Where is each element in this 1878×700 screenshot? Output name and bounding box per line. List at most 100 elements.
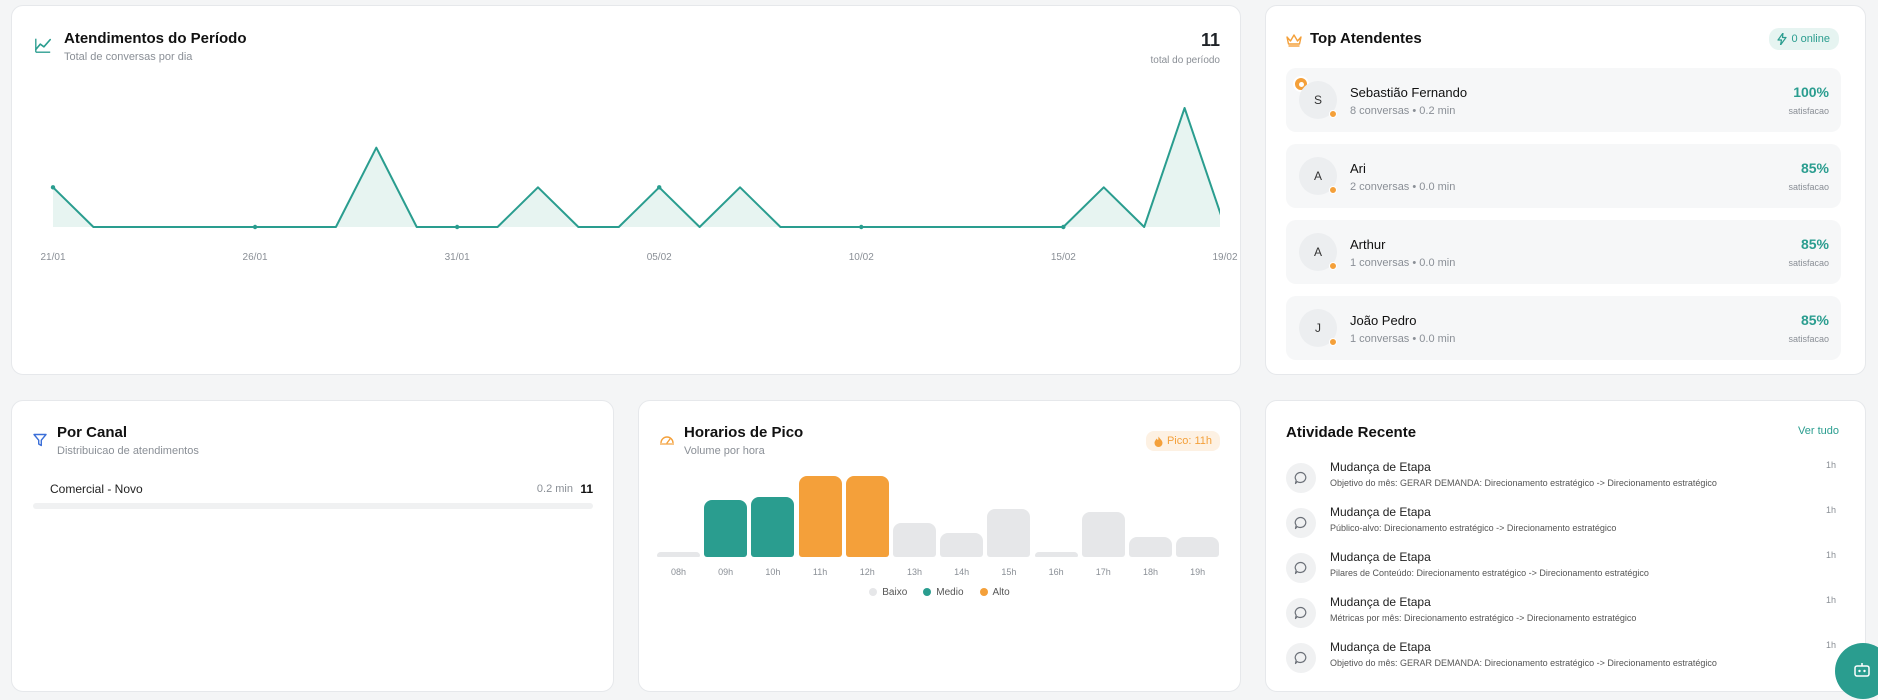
status-dot bbox=[1329, 262, 1337, 270]
avatar: S bbox=[1299, 81, 1337, 119]
activity-item[interactable]: Mudança de Etapa Objetivo do mês: GERAR D… bbox=[1286, 458, 1846, 498]
crown-icon bbox=[1286, 34, 1302, 47]
period-line-chart bbox=[50, 107, 1220, 230]
series-area bbox=[53, 108, 1220, 227]
hour-label: 17h bbox=[1095, 567, 1111, 577]
hour-bar bbox=[893, 522, 936, 557]
attendant-name: Ari bbox=[1350, 161, 1366, 176]
hour-label: 14h bbox=[954, 567, 970, 577]
period-card: Atendimentos do Período Total de convers… bbox=[11, 5, 1241, 375]
channel-time: 0.2 min bbox=[536, 483, 573, 495]
activity-title: Mudança de Etapa bbox=[1330, 505, 1431, 519]
data-point bbox=[50, 185, 56, 190]
attendant-name: João Pedro bbox=[1350, 313, 1417, 328]
activity-description: Objetivo do mês: GERAR DEMANDA: Direcion… bbox=[1330, 478, 1717, 488]
attendant-satisfaction: 85% bbox=[1800, 160, 1829, 176]
period-total-label: total do período bbox=[1150, 55, 1221, 66]
gauge-icon bbox=[660, 436, 674, 445]
data-point bbox=[1061, 224, 1066, 230]
attendant-row[interactable]: S Sebastião Fernando 8 conversas • 0.2 min… bbox=[1286, 68, 1841, 132]
data-point bbox=[454, 224, 460, 230]
message-icon bbox=[1286, 463, 1316, 493]
hour-bar bbox=[657, 551, 700, 557]
activity-item[interactable]: Mudança de Etapa Objetivo do mês: GERAR D… bbox=[1286, 638, 1846, 678]
hour-label: 18h bbox=[1142, 567, 1159, 577]
peak-bar-chart: 08h 09h 10h 11h 12h 13h 14h 15h 16h 17h 18h 19h bbox=[657, 461, 1222, 581]
peak-subtitle: Volume por hora bbox=[684, 445, 765, 457]
activity-description: Métricas por mês: Direcionamento estraté… bbox=[1330, 613, 1637, 623]
message-icon bbox=[1286, 553, 1316, 583]
trending-up-icon bbox=[34, 38, 52, 53]
attendant-meta: 1 conversas • 0.0 min bbox=[1350, 333, 1456, 345]
activity-time: 1h bbox=[1825, 640, 1836, 650]
legend-alto: Alto bbox=[979, 587, 1010, 598]
message-icon bbox=[1286, 643, 1316, 673]
peak-legend: Baixo Medio Alto bbox=[639, 587, 1240, 598]
avatar: J bbox=[1299, 309, 1337, 347]
activity-title: Mudança de Etapa bbox=[1330, 460, 1431, 474]
activity-item[interactable]: Mudança de Etapa Público-alvo: Direcionam… bbox=[1286, 503, 1846, 543]
activity-item[interactable]: Mudança de Etapa Métricas por mês: Direci… bbox=[1286, 593, 1846, 633]
x-tick-label: 10/02 bbox=[848, 252, 874, 263]
hour-bar bbox=[704, 499, 748, 557]
hour-label: 16h bbox=[1048, 567, 1064, 577]
avatar: A bbox=[1299, 157, 1337, 195]
attendant-meta: 2 conversas • 0.0 min bbox=[1350, 181, 1456, 193]
bot-icon bbox=[1854, 663, 1870, 677]
attendant-meta: 8 conversas • 0.2 min bbox=[1350, 105, 1456, 117]
activity-time: 1h bbox=[1825, 505, 1836, 515]
peak-hours-card: Horarios de Pico Volume por hora Pico: 1… bbox=[638, 400, 1241, 692]
activity-description: Público-alvo: Direcionamento estratégico… bbox=[1330, 523, 1617, 533]
see-all-link[interactable]: Ver tudo bbox=[1798, 425, 1839, 437]
lightning-icon bbox=[1777, 33, 1788, 45]
top-attendants-title: Top Atendentes bbox=[1310, 30, 1422, 47]
avatar: A bbox=[1299, 233, 1337, 271]
attendant-name: Arthur bbox=[1350, 237, 1386, 252]
channel-progress-bar bbox=[33, 503, 593, 509]
channel-name: Comercial - Novo bbox=[50, 482, 143, 496]
attendant-satisfaction-label: satisfacao bbox=[1788, 258, 1829, 268]
status-dot bbox=[1329, 338, 1337, 346]
recent-activity-card: Atividade Recente Ver tudo Mudança de Et… bbox=[1265, 400, 1866, 692]
activity-item[interactable]: Mudança de Etapa Pilares de Conteúdo: Dir… bbox=[1286, 548, 1846, 588]
period-total: 11 bbox=[1200, 30, 1220, 50]
period-subtitle: Total de conversas por dia bbox=[64, 51, 193, 63]
x-tick-label: 26/01 bbox=[242, 252, 268, 263]
legend-baixo: Baixo bbox=[869, 587, 907, 598]
hour-label: 12h bbox=[859, 567, 875, 577]
attendant-satisfaction-label: satisfacao bbox=[1788, 106, 1829, 116]
filter-icon bbox=[33, 433, 47, 447]
assistant-fab-button[interactable] bbox=[1835, 643, 1878, 699]
attendant-satisfaction: 85% bbox=[1800, 312, 1829, 328]
peak-title: Horarios de Pico bbox=[684, 424, 804, 441]
attendant-name: Sebastião Fernando bbox=[1350, 85, 1468, 100]
hour-bar bbox=[1081, 511, 1125, 557]
legend-medio: Medio bbox=[923, 587, 964, 598]
peak-badge-label: Pico: 11h bbox=[1166, 435, 1212, 447]
activity-title: Mudança de Etapa bbox=[1330, 640, 1431, 654]
hour-label: 08h bbox=[670, 567, 687, 577]
hour-label: 10h bbox=[765, 567, 781, 577]
hour-bar bbox=[798, 476, 842, 557]
activity-time: 1h bbox=[1825, 550, 1836, 560]
message-icon bbox=[1286, 598, 1316, 628]
attendant-row[interactable]: A Arthur 1 conversas • 0.0 min 85% satisfaca… bbox=[1286, 220, 1841, 284]
activity-title: Mudança de Etapa bbox=[1330, 550, 1431, 564]
period-title: Atendimentos do Período bbox=[64, 30, 247, 47]
attendant-satisfaction: 85% bbox=[1800, 236, 1829, 252]
attendant-satisfaction: 100% bbox=[1793, 84, 1829, 100]
hour-bar bbox=[751, 496, 795, 557]
channel-card: Por Canal Distribuicao de atendimentos C… bbox=[11, 400, 614, 692]
activity-title: Atividade Recente bbox=[1286, 424, 1417, 441]
attendant-satisfaction-label: satisfacao bbox=[1788, 182, 1829, 192]
hour-label: 11h bbox=[812, 567, 828, 577]
channel-count: 11 bbox=[580, 482, 593, 496]
attendant-row[interactable]: A Ari 2 conversas • 0.0 min 85% satisfacao bbox=[1286, 144, 1841, 208]
status-dot bbox=[1329, 186, 1337, 194]
attendant-row[interactable]: J João Pedro 1 conversas • 0.0 min 85% satis… bbox=[1286, 296, 1841, 360]
hour-bar bbox=[987, 509, 1031, 557]
activity-description: Objetivo do mês: GERAR DEMANDA: Direcion… bbox=[1330, 658, 1717, 668]
x-tick-label: 31/01 bbox=[444, 252, 470, 263]
top-attendants-card: Top Atendentes 0 online S Sebastião Ferna… bbox=[1265, 5, 1866, 375]
hour-label: 09h bbox=[718, 567, 734, 577]
